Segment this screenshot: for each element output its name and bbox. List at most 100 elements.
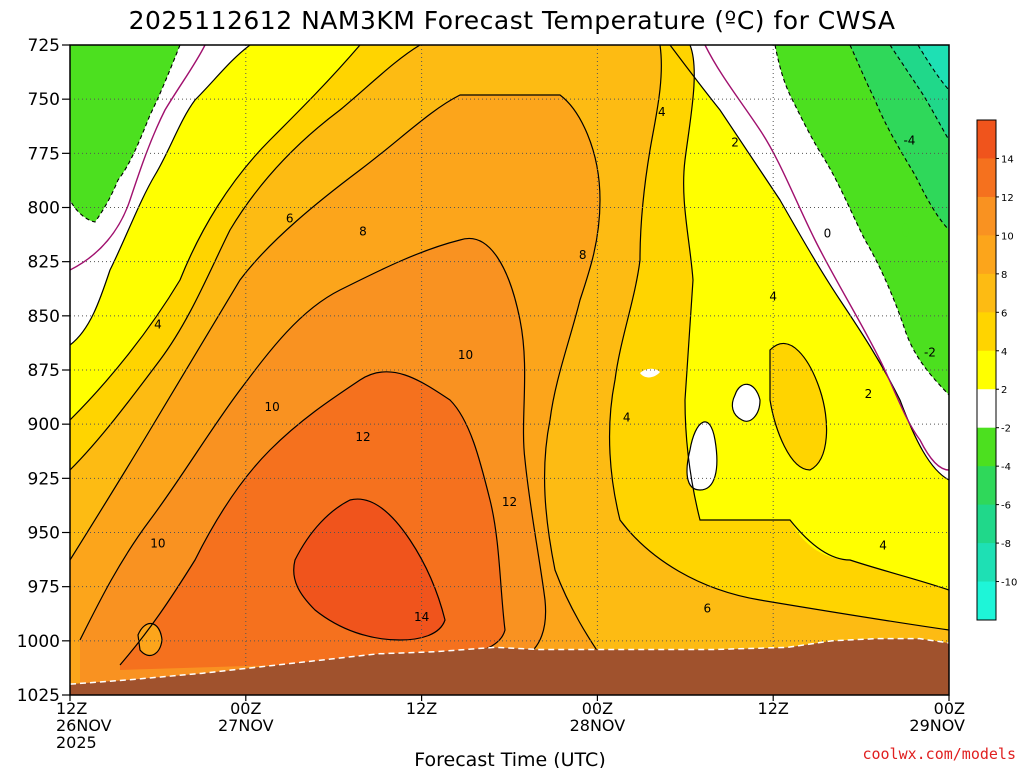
contour-4b <box>683 45 949 591</box>
colorbar-label-7: -2 <box>1001 424 1011 435</box>
x-tick-label-1-0: 00Z <box>230 699 261 718</box>
contour-label-1: -2 <box>924 346 936 360</box>
colorbar-label-9: -6 <box>1001 501 1011 512</box>
pocket-white-3 <box>640 368 660 378</box>
contour-label-2: 0 <box>824 227 832 241</box>
contour-neg2-right <box>774 45 949 396</box>
contour-label-9: 4 <box>879 539 887 553</box>
contour-2 <box>70 45 251 346</box>
colorbar-swatch-2 <box>977 196 996 236</box>
contour-2b <box>669 45 949 481</box>
colorbar-label-2: 10 <box>1001 231 1014 242</box>
colorbar-swatch-4 <box>977 273 996 313</box>
colorbar-swatch-5 <box>977 312 996 352</box>
colorbar-label-1: 12 <box>1001 193 1014 204</box>
contour-label-14: 10 <box>150 536 165 550</box>
x-tick-label-5-1: 29NOV <box>909 716 965 735</box>
x-tick-label-2-0: 12Z <box>406 699 437 718</box>
contour-neg4-right <box>849 45 949 231</box>
colorbar-swatch-0 <box>977 120 996 159</box>
y-tick-label-775: 775 <box>28 144 60 164</box>
y-tick-label-1000: 1000 <box>17 632 60 652</box>
colorbar-swatch-9 <box>977 466 996 506</box>
contour-label-12: 8 <box>359 224 367 238</box>
pocket-gold-1 <box>770 343 827 470</box>
x-tick-label-1-1: 27NOV <box>218 716 274 735</box>
terrain-fill <box>70 638 949 695</box>
contour-label-15: 10 <box>265 400 280 414</box>
negative-contours <box>70 45 949 396</box>
colorbar-swatch-8 <box>977 427 996 467</box>
contour-label-19: 14 <box>414 610 429 624</box>
contour-label-16: 10 <box>458 348 473 362</box>
contour-label-13: 8 <box>579 248 587 262</box>
band-green-left <box>70 45 180 222</box>
colorbar-label-6: 2 <box>1001 385 1007 396</box>
colorbar-swatch-10 <box>977 504 996 544</box>
band-cyan-right <box>918 45 949 90</box>
colorbar-swatch-6 <box>977 350 996 390</box>
colorbar-label-10: -8 <box>1001 539 1011 550</box>
contour-pocket-4 <box>137 623 163 657</box>
colorbar-swatch-7 <box>977 389 996 429</box>
colorbar-frame <box>976 119 997 621</box>
terrain <box>70 637 949 685</box>
colorbar-label-3: 8 <box>1001 270 1007 281</box>
contour-14 <box>293 498 446 641</box>
contour-label-11: 6 <box>703 601 711 615</box>
gridlines <box>70 45 949 695</box>
colorbar-label-8: -4 <box>1001 462 1011 473</box>
pocket-white-1 <box>687 421 717 490</box>
y-tick-label-850: 850 <box>28 307 60 327</box>
x-tick-label-4-0: 12Z <box>758 699 789 718</box>
pocket-orange-1 <box>138 623 162 656</box>
x-axis-label: Forecast Time (UTC) <box>414 749 605 768</box>
contour-6b <box>608 45 949 631</box>
contour-6 <box>70 45 421 471</box>
contour-label-6: 4 <box>658 105 666 119</box>
contour-10 <box>79 237 547 661</box>
y-tick-label-725: 725 <box>28 36 60 56</box>
band-red-14 <box>293 499 445 640</box>
contour-zero-right <box>704 45 949 471</box>
colorbar-legend: 14 12 10 8 6 4 2 -2 -4 -6 -8 -10 <box>976 119 1017 621</box>
colorbar-label-5: 4 <box>1001 347 1007 358</box>
x-tick-label-5-0: 00Z <box>934 699 965 718</box>
colorbar-label-11: -10 <box>1001 578 1017 589</box>
credit-text[interactable]: coolwx.com/models <box>862 745 1016 763</box>
colorbar-swatch-1 <box>977 158 996 198</box>
y-tick-label-900: 900 <box>28 415 60 435</box>
contour-pocket-1 <box>686 421 718 491</box>
contour-lines <box>70 45 949 666</box>
x-tick-label-3-1: 28NOV <box>570 716 626 735</box>
contour-pocket-3 <box>769 343 828 471</box>
y-tick-label-750: 750 <box>28 90 60 110</box>
x-tick-label-3-0: 00Z <box>582 699 613 718</box>
y-tick-label-800: 800 <box>28 199 60 219</box>
contour-8 <box>70 94 601 656</box>
contour-label-17: 12 <box>355 430 370 444</box>
y-tick-label-950: 950 <box>28 524 60 544</box>
contour-label-10: 6 <box>286 211 294 225</box>
contour-label-5: 4 <box>154 318 162 332</box>
contour-label-8: 4 <box>769 289 777 303</box>
contour-label-0: -4 <box>903 133 915 147</box>
contour-label-18: 12 <box>502 495 517 509</box>
y-tick-label-875: 875 <box>28 361 60 381</box>
y-axis: 725 750 775 800 825 850 875 900 925 950 975 1000 102… <box>17 36 70 706</box>
pocket-white-2 <box>732 384 760 422</box>
colorbar-label-4: 6 <box>1001 308 1007 319</box>
y-tick-label-975: 975 <box>28 578 60 598</box>
contour-neg6-right <box>889 45 949 141</box>
pocket-green-1 <box>902 223 909 237</box>
zero-contours <box>70 45 949 471</box>
colorbar-label-0: 14 <box>1001 154 1014 165</box>
contour-4 <box>70 45 361 421</box>
x-tick-label-0-0: 12Z <box>56 699 87 718</box>
plot-area: -4 -2 0 2 2 4 4 4 4 4 6 6 8 8 10 10 10 12 12 14 <box>70 45 949 695</box>
contour-label-4: 2 <box>865 387 873 401</box>
contour-label-7: 4 <box>623 411 631 425</box>
colorbar-swatch-12 <box>977 581 996 621</box>
